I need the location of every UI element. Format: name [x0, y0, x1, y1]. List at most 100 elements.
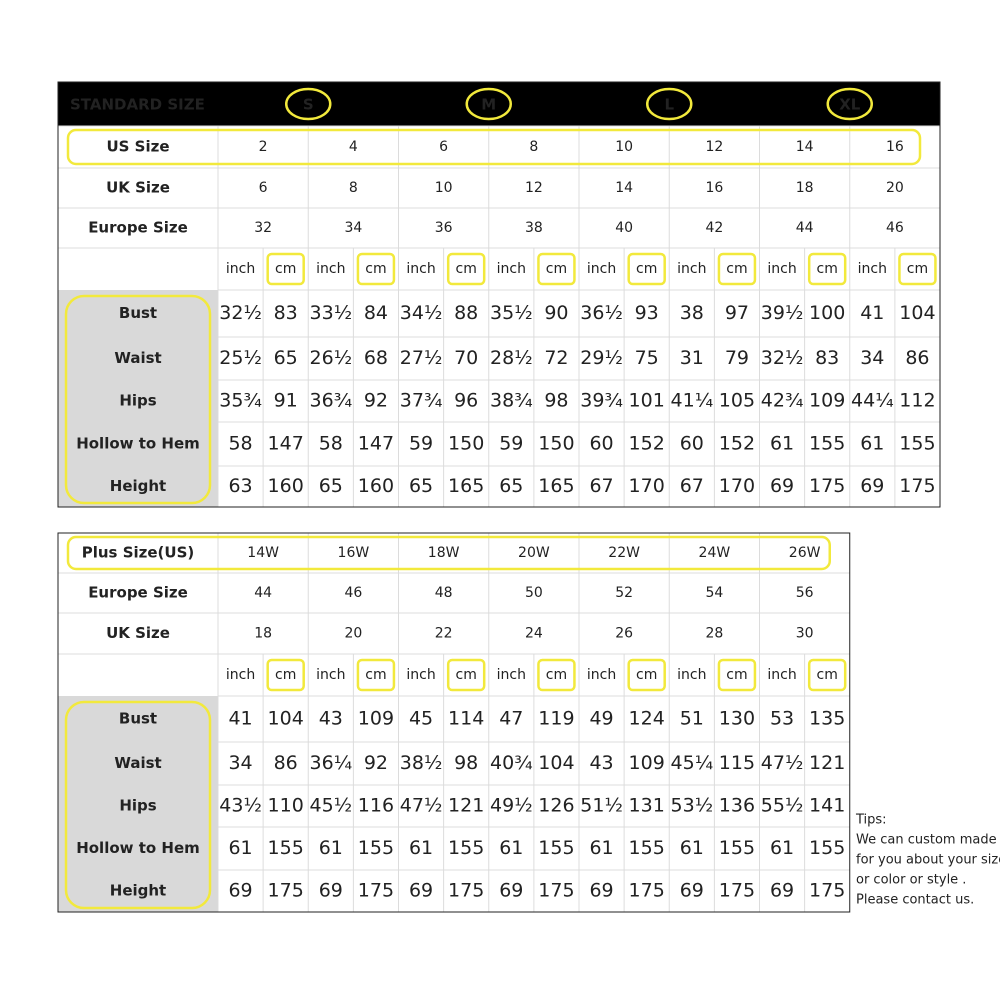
row-label: US Size — [106, 138, 169, 156]
measure-value: 91 — [274, 390, 298, 412]
size-group: S — [303, 96, 314, 114]
cm-highlight — [807, 252, 847, 286]
row-label: Europe Size — [88, 219, 188, 237]
size-value: 38 — [525, 220, 543, 236]
measure-value: 53 — [770, 708, 794, 730]
measure-value: 79 — [725, 347, 749, 369]
measure-value: 121 — [448, 795, 484, 817]
cm-highlight — [537, 658, 576, 692]
unit-label: cm — [456, 667, 477, 683]
size-value: 20 — [886, 180, 904, 196]
size-circle — [826, 87, 873, 121]
measure-value: 69 — [409, 880, 433, 902]
unit-label: inch — [226, 261, 255, 277]
measure-value: 155 — [719, 837, 755, 859]
measure-value: 39½ — [761, 302, 804, 324]
size-value: 8 — [349, 180, 358, 196]
measure-value: 47½ — [400, 795, 443, 817]
measure-value: 38¾ — [490, 390, 533, 412]
measure-value: 135 — [809, 708, 845, 730]
row-label: Hollow to Hem — [76, 839, 200, 857]
measure-value: 69 — [770, 880, 794, 902]
tip-line: for you about your size — [856, 853, 1000, 868]
measure-value: 69 — [228, 880, 252, 902]
measure-value: 147 — [268, 433, 304, 455]
size-value: 14 — [796, 139, 814, 155]
unit-label: inch — [677, 261, 706, 277]
measure-value: 104 — [268, 708, 304, 730]
measure-value: 27½ — [400, 347, 443, 369]
measure-value: 88 — [454, 302, 478, 324]
label-highlight — [64, 700, 212, 910]
measure-value: 29½ — [580, 347, 623, 369]
size-value: 16 — [705, 180, 723, 196]
row-label: Bust — [119, 710, 157, 728]
measure-value: 165 — [448, 475, 484, 497]
measure-value: 69 — [680, 880, 704, 902]
label-cell — [58, 827, 218, 870]
measure-value: 175 — [448, 880, 484, 902]
measure-value: 155 — [268, 837, 304, 859]
measure-value: 170 — [719, 475, 755, 497]
measure-value: 43½ — [219, 795, 262, 817]
unit-label: cm — [726, 667, 747, 683]
measure-value: 69 — [499, 880, 523, 902]
unit-label: inch — [767, 667, 796, 683]
measure-value: 155 — [809, 433, 845, 455]
measure-value: 36½ — [580, 302, 623, 324]
measure-value: 124 — [629, 708, 665, 730]
measure-value: 40¾ — [490, 752, 533, 774]
measure-value: 152 — [719, 433, 755, 455]
measure-value: 119 — [538, 708, 574, 730]
size-group: L — [664, 96, 674, 114]
measure-value: 126 — [538, 795, 574, 817]
measure-value: 160 — [268, 475, 304, 497]
unit-label: cm — [546, 667, 567, 683]
unit-label: cm — [275, 667, 296, 683]
size-value: 2 — [259, 139, 268, 155]
size-value: 18 — [796, 180, 814, 196]
tip-line: or color or style . — [856, 873, 966, 888]
measure-value: 42¾ — [761, 390, 804, 412]
measure-value: 68 — [364, 347, 388, 369]
measure-value: 49½ — [490, 795, 533, 817]
measure-value: 59 — [409, 433, 433, 455]
label-cell — [58, 422, 218, 466]
measure-value: 175 — [358, 880, 394, 902]
cm-highlight — [356, 658, 396, 692]
measure-value: 36¼ — [310, 752, 353, 774]
measure-value: 65 — [409, 475, 433, 497]
size-circle — [285, 87, 332, 121]
measure-value: 61 — [228, 837, 252, 859]
measure-value: 75 — [635, 347, 659, 369]
measure-value: 65 — [499, 475, 523, 497]
measure-value: 67 — [680, 475, 704, 497]
measure-value: 155 — [538, 837, 574, 859]
unit-label: inch — [767, 261, 796, 277]
unit-label: inch — [677, 667, 706, 683]
measure-value: 32½ — [219, 302, 262, 324]
label-cell — [58, 337, 218, 380]
unit-label: inch — [316, 667, 345, 683]
cm-highlight — [898, 252, 937, 286]
size-value: 46 — [886, 220, 904, 236]
label-highlight — [64, 294, 212, 505]
header-bar — [58, 82, 940, 126]
label-cell — [58, 466, 218, 507]
measure-value: 39¾ — [580, 390, 623, 412]
measure-value: 155 — [899, 433, 935, 455]
measure-value: 60 — [589, 433, 613, 455]
cm-highlight — [537, 252, 576, 286]
measure-value: 36¾ — [310, 390, 353, 412]
header-title: STANDARD SIZE — [70, 96, 205, 114]
label-cell — [58, 785, 218, 827]
size-value: 54 — [705, 585, 723, 601]
size-value: 42 — [705, 220, 723, 236]
unit-label: cm — [636, 261, 657, 277]
measure-value: 100 — [809, 302, 845, 324]
measure-value: 44¼ — [851, 390, 894, 412]
size-highlight — [66, 535, 831, 571]
size-value: 8 — [529, 139, 538, 155]
unit-label: cm — [546, 261, 567, 277]
